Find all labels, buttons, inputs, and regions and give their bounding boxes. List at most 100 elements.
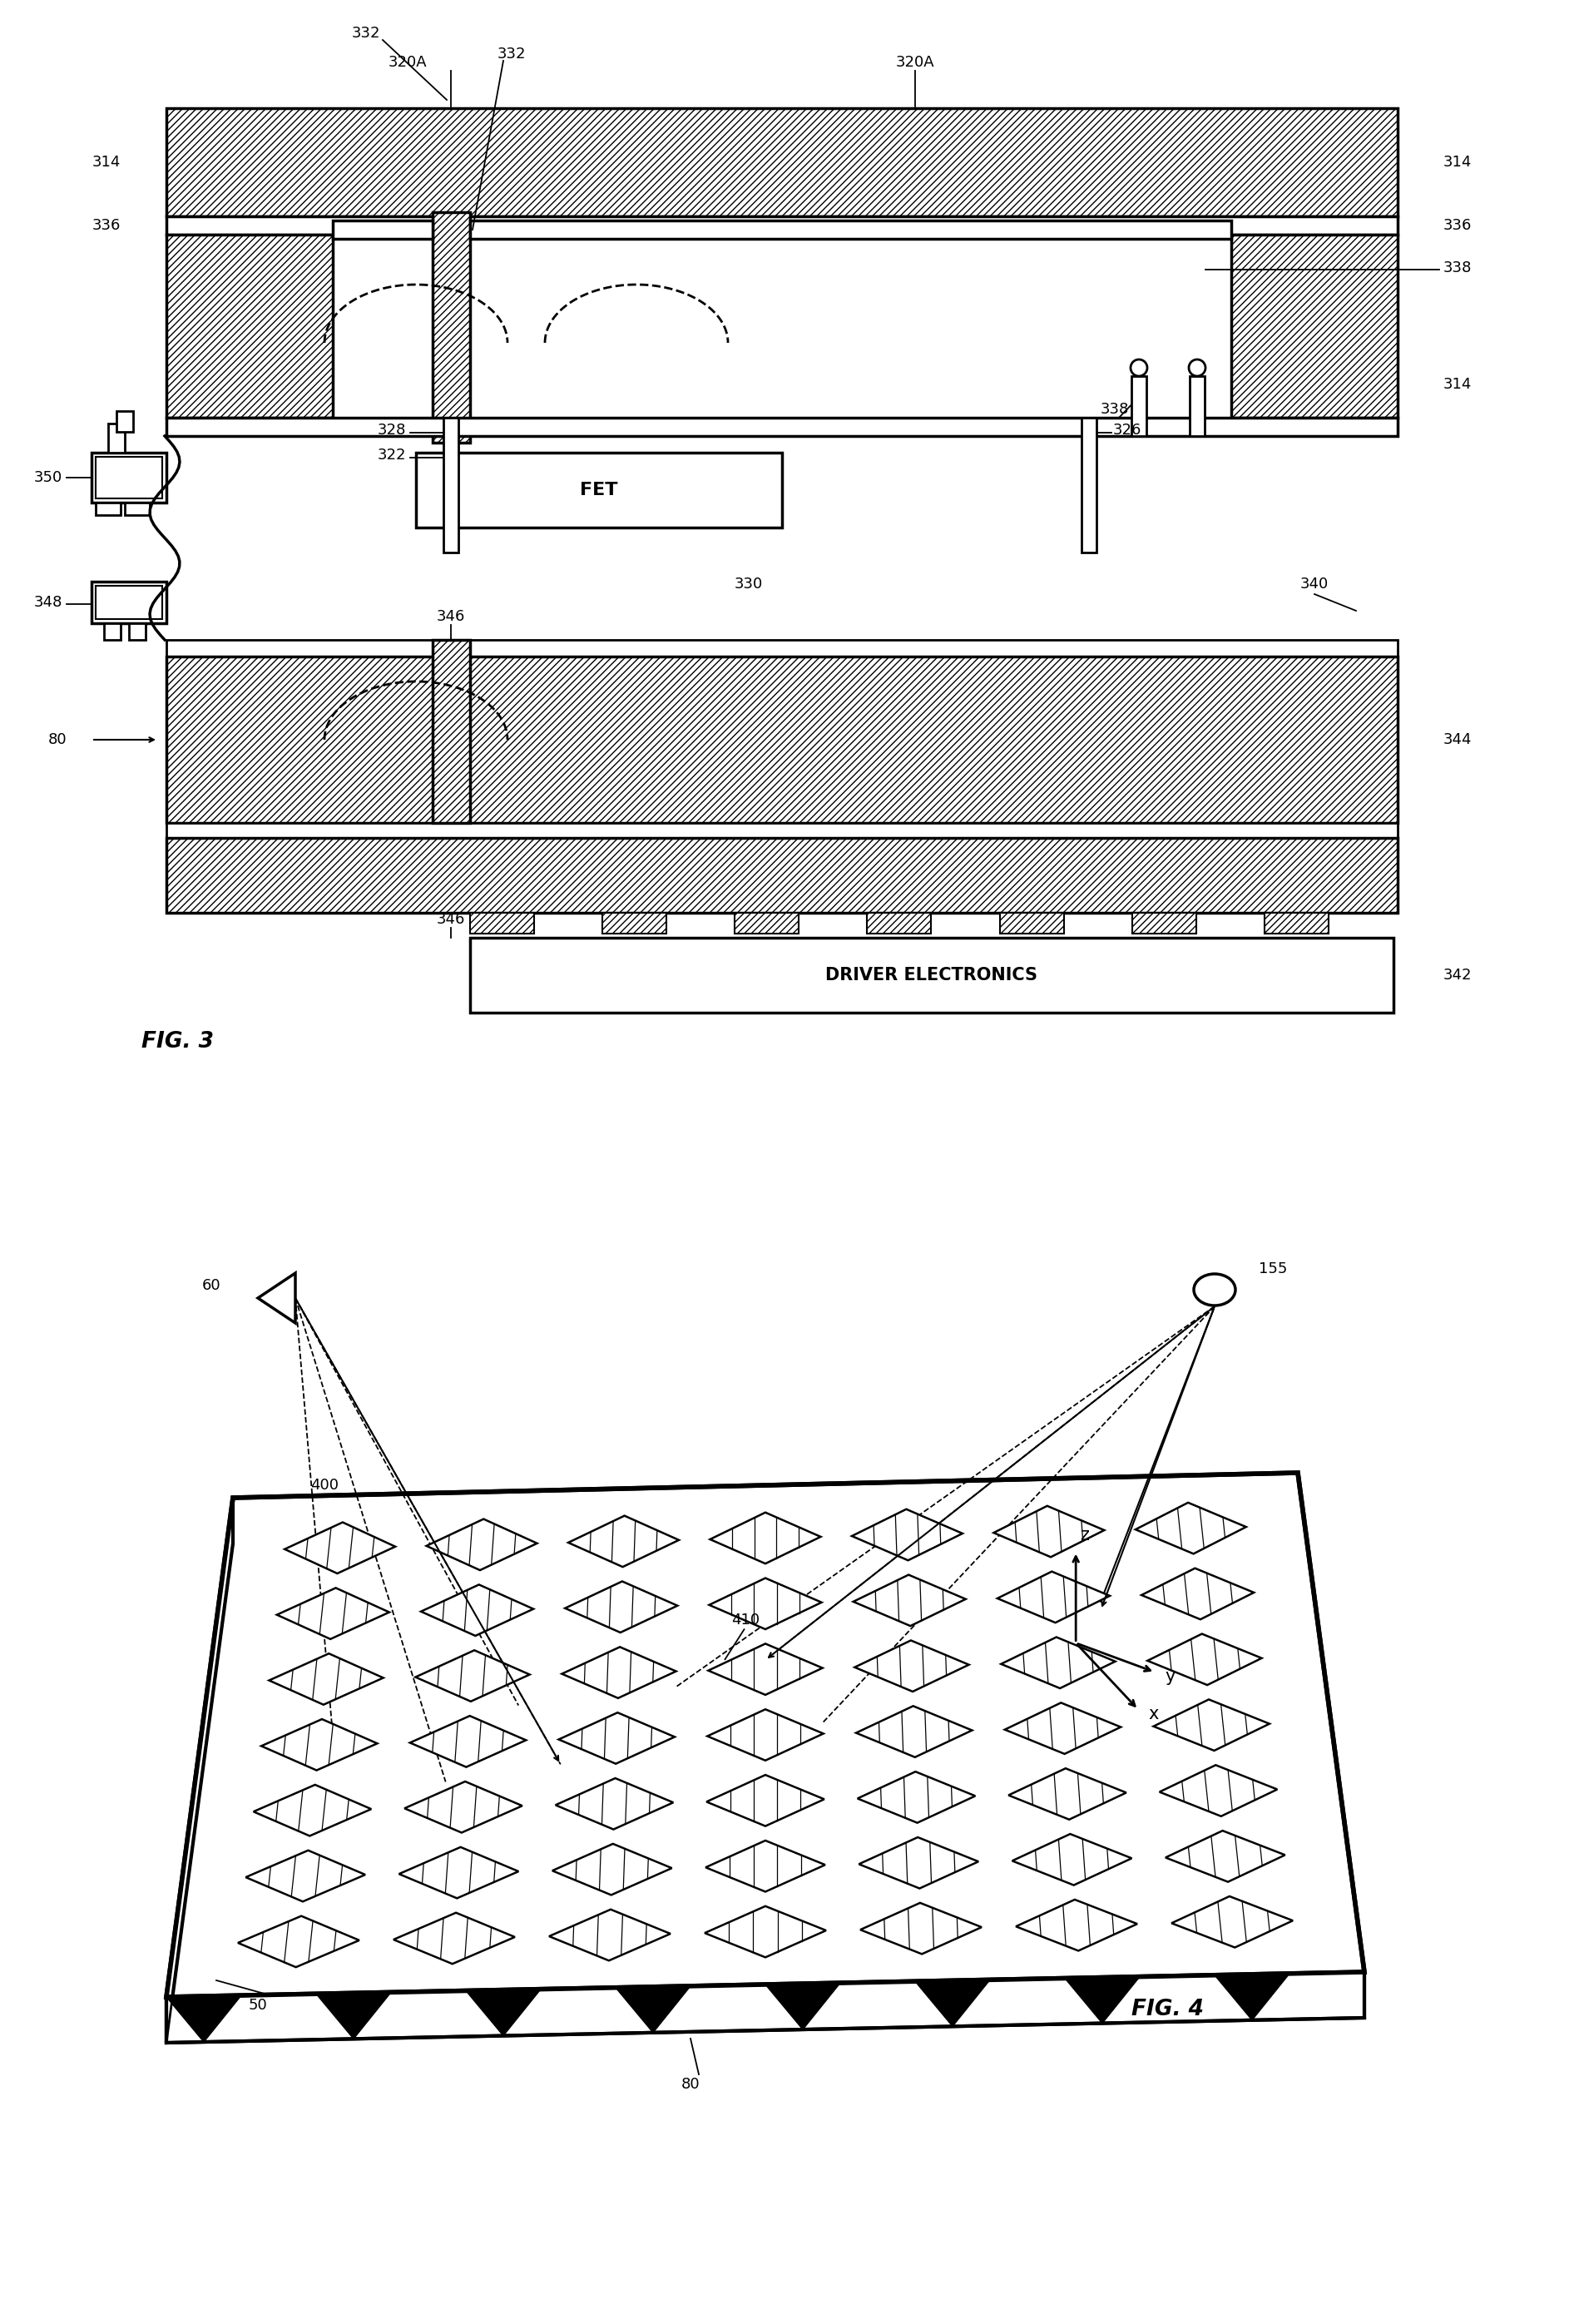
Polygon shape [854,1641,970,1692]
Bar [107,423,125,453]
Polygon shape [1154,1699,1270,1750]
Polygon shape [559,1713,674,1764]
Polygon shape [284,1522,395,1573]
Text: 332: 332 [352,26,381,42]
Bar [471,221,1232,239]
Polygon shape [415,1650,529,1701]
Polygon shape [568,1515,679,1566]
Polygon shape [1165,1831,1285,1882]
Text: 400: 400 [311,1478,338,1492]
Polygon shape [268,1652,384,1706]
Text: 344: 344 [1443,732,1472,748]
Text: 332: 332 [497,46,526,60]
Text: FIG. 4: FIG. 4 [1132,1999,1203,2020]
Polygon shape [709,1643,823,1694]
Bar [166,639,1397,655]
Text: 348: 348 [33,595,63,609]
Polygon shape [166,1497,234,2043]
Polygon shape [1148,1634,1262,1685]
Polygon shape [426,1520,537,1571]
Polygon shape [565,1580,677,1631]
Polygon shape [404,1783,523,1834]
Polygon shape [706,1841,826,1892]
Text: 346: 346 [437,609,466,625]
Polygon shape [704,1906,826,1957]
Text: 326: 326 [1113,423,1142,437]
Polygon shape [399,1848,518,1899]
Polygon shape [261,1720,377,1771]
Text: 80: 80 [681,2078,699,2092]
Text: 346: 346 [437,911,466,927]
Bar [166,823,1397,839]
Text: 314: 314 [1443,376,1472,393]
Polygon shape [853,1508,963,1559]
Polygon shape [1001,1636,1115,1687]
Polygon shape [1012,1834,1132,1885]
Polygon shape [316,1992,392,2038]
Text: 155: 155 [1258,1262,1287,1276]
Bar [166,418,1397,437]
Bar [433,639,471,823]
Text: FIG. 3: FIG. 3 [142,1032,213,1053]
Bar [129,623,145,639]
Polygon shape [853,1576,966,1627]
Bar [92,581,166,623]
Polygon shape [916,1980,990,2027]
Bar [1265,913,1328,934]
Bar [415,453,782,528]
Polygon shape [166,1473,1364,1996]
Text: DRIVER ELECTRONICS: DRIVER ELECTRONICS [826,967,1037,983]
Bar [471,939,1394,1013]
Text: z: z [1080,1527,1090,1543]
Bar [1189,376,1205,437]
Polygon shape [1135,1504,1246,1555]
Text: 320A: 320A [388,56,426,70]
Text: y: y [1165,1669,1175,1685]
Bar [602,913,666,934]
Text: 338: 338 [1101,402,1129,416]
Bar [867,913,932,934]
Bar [1082,418,1096,553]
Polygon shape [393,1913,515,1964]
Bar [166,655,1397,823]
Text: 314: 314 [92,156,120,170]
Bar [1132,913,1197,934]
Polygon shape [709,1578,821,1629]
Text: 328: 328 [377,423,406,437]
Bar [96,586,163,618]
Bar [1000,913,1064,934]
Polygon shape [998,1571,1110,1622]
Text: x: x [1148,1706,1159,1722]
Polygon shape [411,1715,526,1766]
Bar [433,211,471,442]
Polygon shape [1172,1896,1293,1948]
Polygon shape [562,1648,676,1699]
Polygon shape [166,1973,1364,2043]
Polygon shape [1159,1764,1277,1817]
Polygon shape [549,1910,671,1961]
Polygon shape [556,1778,673,1829]
Polygon shape [422,1585,534,1636]
Polygon shape [276,1587,390,1638]
Polygon shape [859,1838,979,1889]
Bar [1132,376,1146,437]
Bar [734,913,799,934]
Polygon shape [1015,1899,1137,1950]
Text: 320A: 320A [895,56,935,70]
Text: 60: 60 [202,1278,221,1292]
Bar [166,839,1397,913]
Polygon shape [861,1903,982,1954]
Polygon shape [856,1706,973,1757]
Text: 410: 410 [731,1613,759,1627]
Polygon shape [616,1987,690,2034]
Text: 50: 50 [248,1999,267,2013]
Text: 80: 80 [47,732,66,748]
Bar [444,418,458,553]
Text: 338: 338 [1443,260,1472,277]
Polygon shape [1064,1978,1140,2024]
Polygon shape [553,1843,671,1894]
Text: 314: 314 [1443,156,1472,170]
Polygon shape [238,1915,360,1966]
Text: 350: 350 [33,469,63,486]
Polygon shape [1009,1769,1126,1820]
